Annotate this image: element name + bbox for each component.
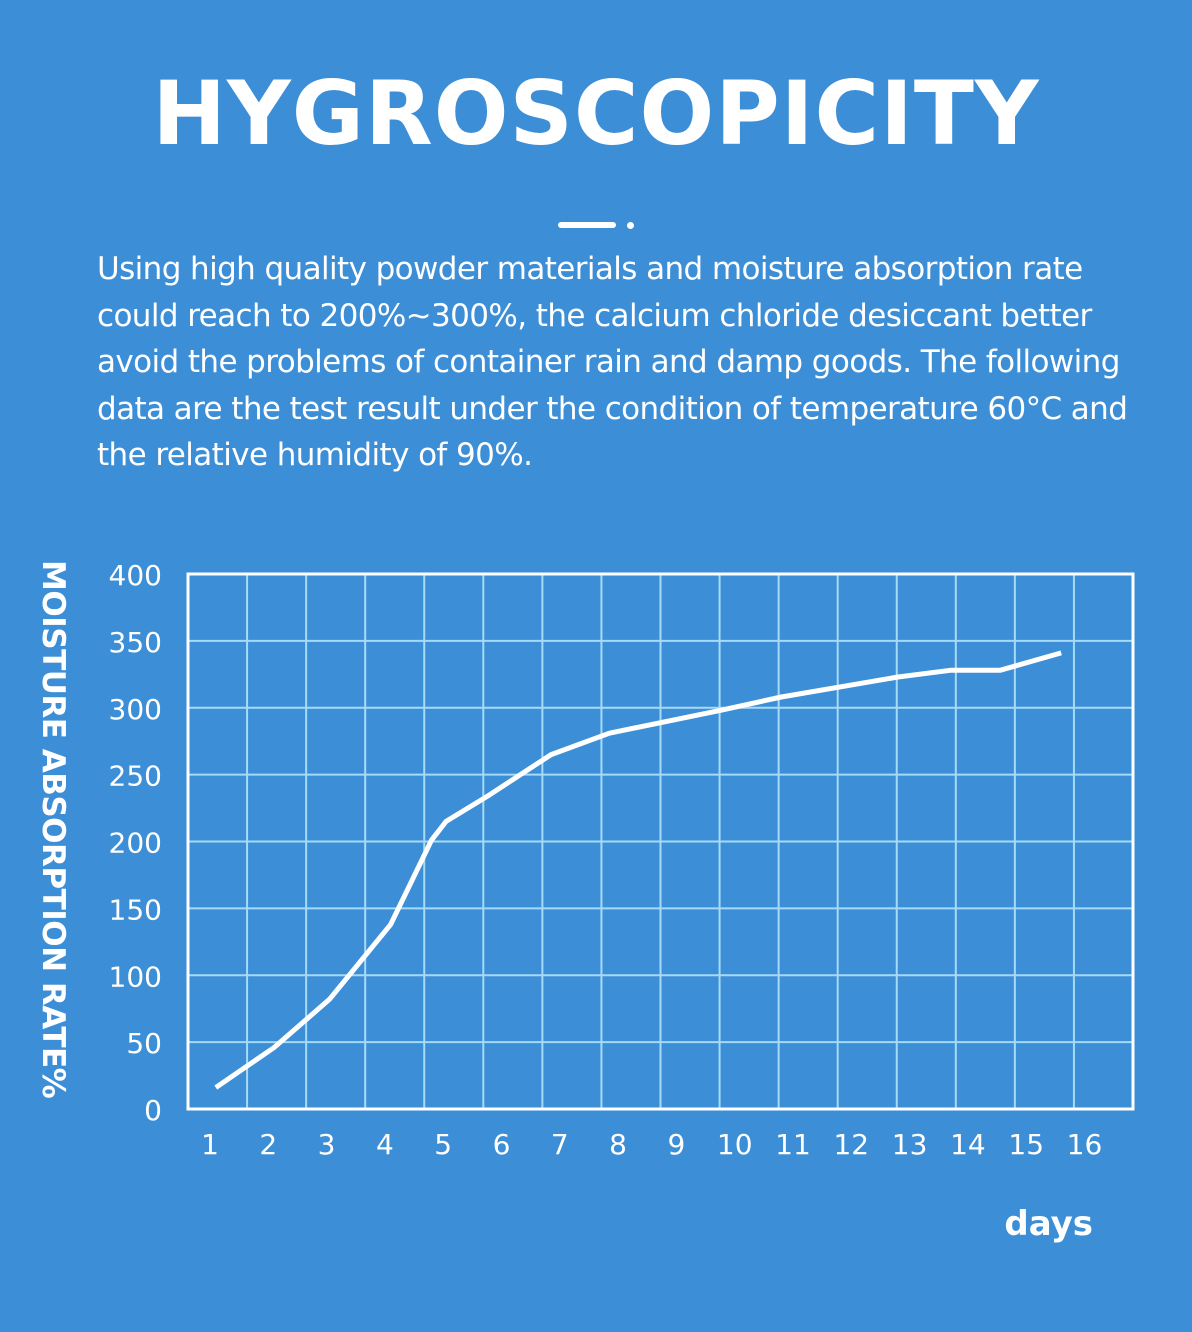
series-line xyxy=(214,650,1062,1090)
y-tick-label: 100 xyxy=(109,960,162,993)
x-tick-label: 16 xyxy=(1067,1128,1103,1161)
x-tick-label: 13 xyxy=(892,1128,928,1161)
x-tick-label: 2 xyxy=(259,1128,277,1161)
x-tick-label: 5 xyxy=(434,1128,452,1161)
y-tick-label: 50 xyxy=(126,1027,162,1060)
title-divider-dot xyxy=(627,222,634,229)
x-tick-label: 10 xyxy=(717,1128,753,1161)
x-tick-label: 15 xyxy=(1008,1128,1044,1161)
page-title: HYGROSCOPICITY xyxy=(152,62,1040,165)
x-tick-label: 12 xyxy=(833,1128,869,1161)
x-tick-label: 14 xyxy=(950,1128,986,1161)
x-tick-label: 4 xyxy=(376,1128,394,1161)
y-tick-label: 350 xyxy=(109,626,162,659)
x-tick-label: 7 xyxy=(551,1128,569,1161)
y-tick-label: 400 xyxy=(109,559,162,592)
y-axis-label: MOISTURE ABSORPTION RATE% xyxy=(35,560,71,1099)
y-tick-label: 300 xyxy=(109,693,162,726)
y-tick-label: 200 xyxy=(109,827,162,860)
description: Using high quality powder materials and … xyxy=(97,251,1128,473)
x-tick-label: 6 xyxy=(493,1128,511,1161)
y-tick-label: 0 xyxy=(144,1094,162,1127)
plot-frame xyxy=(186,572,1135,1111)
x-tick-label: 9 xyxy=(667,1128,685,1161)
x-tick-label: 1 xyxy=(201,1128,219,1161)
y-tick-label: 150 xyxy=(109,893,162,926)
x-axis-label: days xyxy=(1004,1204,1093,1244)
x-tick-label: 8 xyxy=(609,1128,627,1161)
title-divider xyxy=(558,222,616,228)
x-tick-label: 11 xyxy=(775,1128,811,1161)
x-tick-label: 3 xyxy=(318,1128,336,1161)
y-tick-label: 250 xyxy=(109,760,162,793)
